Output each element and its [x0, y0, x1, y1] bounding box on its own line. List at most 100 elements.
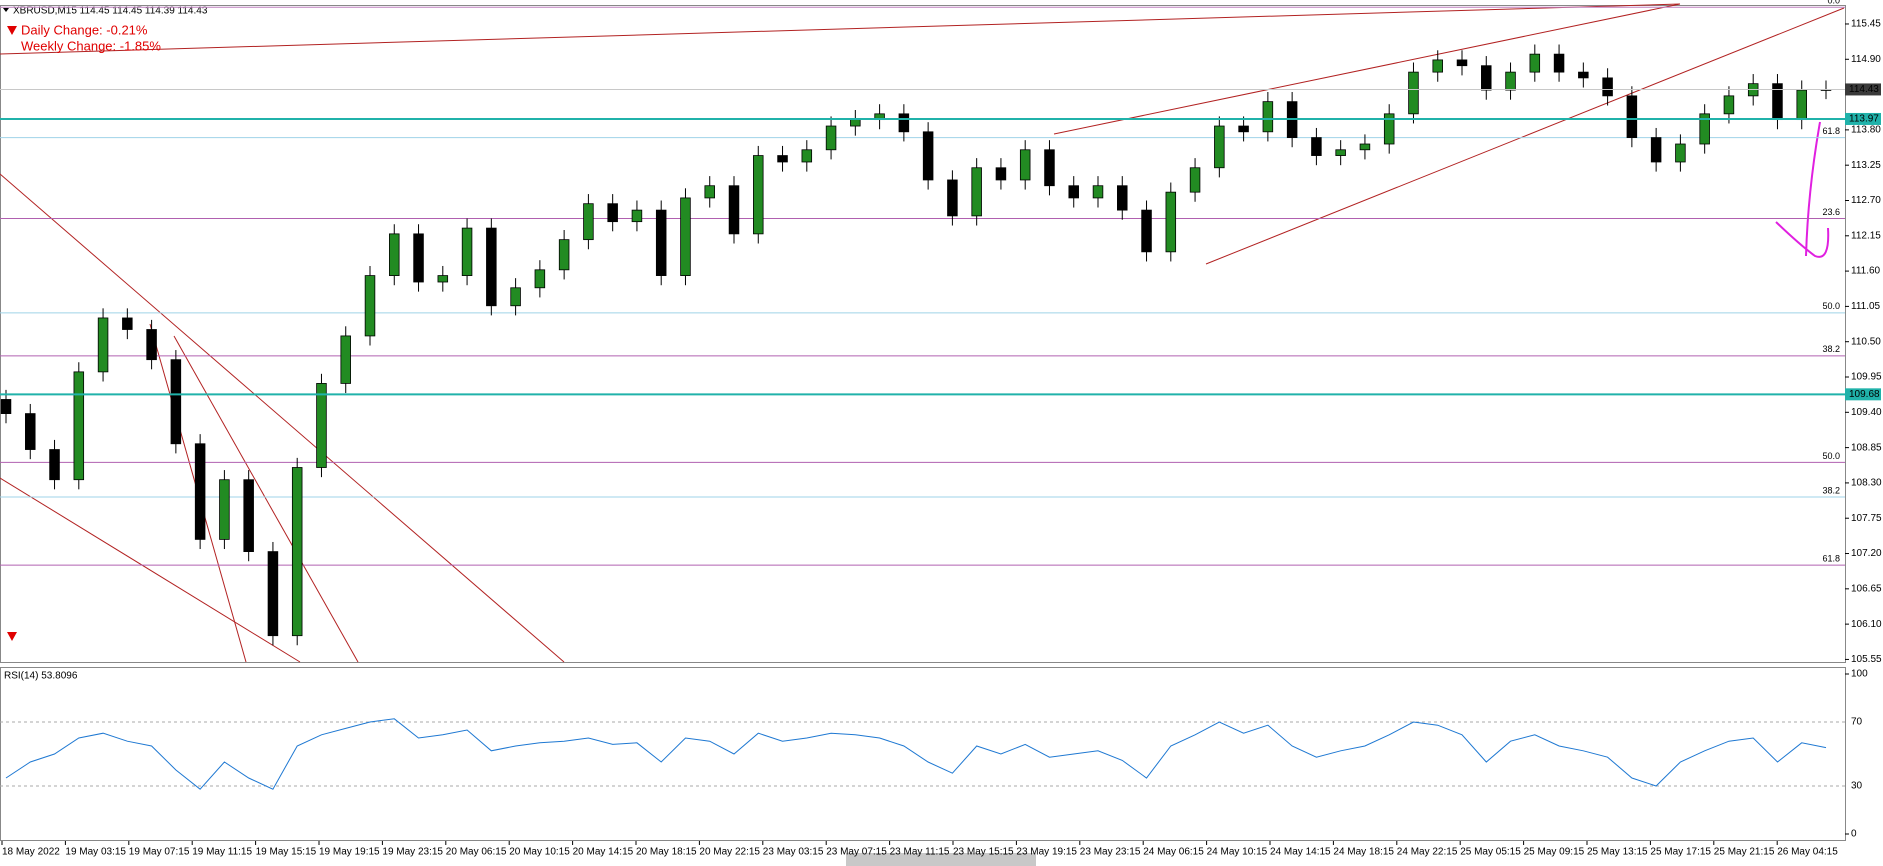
y-tick-label: 108.30	[1851, 478, 1882, 489]
candle-body	[1553, 53, 1565, 73]
y-tick-label: 113.25	[1851, 160, 1881, 171]
candle-body	[1650, 137, 1662, 163]
rsi-line	[5, 718, 1827, 790]
fib-label: 61.8	[1822, 553, 1840, 563]
x-tick-label: 25 May 21:15	[1714, 847, 1775, 858]
y-tick-label: 108.85	[1851, 442, 1882, 453]
scrollbar-thumb[interactable]	[846, 853, 1036, 866]
x-tick-label: 20 May 18:15	[636, 847, 697, 858]
candle-body	[194, 443, 206, 540]
fib-label: 0.0	[1827, 0, 1840, 6]
x-tick-label: 19 May 23:15	[382, 847, 443, 858]
candle-body	[0, 399, 12, 414]
x-tick-label: 24 May 22:15	[1397, 847, 1458, 858]
candle-body	[1262, 101, 1274, 133]
fib-label: 61.8	[1822, 126, 1840, 136]
y-tick-label: 100	[1851, 669, 1868, 680]
candle-body	[850, 119, 861, 127]
trendline	[0, 173, 565, 663]
x-tick-label: 24 May 14:15	[1270, 847, 1331, 858]
candle-body	[1796, 89, 1807, 121]
y-tick-label: 109.40	[1851, 407, 1882, 418]
candle-body	[1189, 167, 1201, 193]
candle-body	[73, 371, 85, 481]
price-label: 109.68	[1849, 389, 1880, 400]
candle-body	[510, 287, 521, 307]
candle-body	[704, 185, 715, 199]
candle-body	[1505, 71, 1516, 91]
candle-body	[1068, 185, 1079, 199]
x-tick-label: 23 May 03:15	[763, 847, 824, 858]
x-tick-label: 20 May 14:15	[573, 847, 634, 858]
trendline	[1205, 7, 1845, 265]
x-tick-label: 19 May 07:15	[129, 847, 190, 858]
candle-body	[1019, 149, 1031, 181]
candle-body	[1529, 53, 1541, 73]
fib-label: 38.2	[1822, 485, 1840, 495]
x-tick-label: 25 May 13:15	[1587, 847, 1648, 858]
y-tick-label: 109.95	[1851, 372, 1882, 383]
y-tick-label: 30	[1851, 781, 1863, 792]
menu-arrow	[3, 8, 9, 12]
x-tick-label: 23 May 07:15	[826, 847, 887, 858]
candle-body	[1578, 71, 1589, 79]
candle-body	[1311, 137, 1322, 156]
x-tick-label: 23 May 11:15	[890, 847, 950, 858]
candle-body	[995, 167, 1007, 181]
candle-body	[316, 383, 327, 468]
trendlines	[0, 3, 1845, 663]
x-tick-label: 19 May 15:15	[256, 847, 317, 858]
candle-body	[122, 317, 133, 330]
candle-body	[631, 209, 643, 223]
x-tick-label: 18 May 2022	[2, 847, 60, 858]
x-tick-label: 20 May 06:15	[446, 847, 507, 858]
arrow-stroke	[1775, 221, 1830, 258]
candle-body	[1432, 59, 1443, 73]
x-tick-label: 19 May 03:15	[65, 847, 126, 858]
y-tick-label: 114.90	[1851, 54, 1881, 65]
x-tick-label: 26 May 04:15	[1777, 847, 1838, 858]
candle-body	[558, 239, 570, 271]
y-tick-label: 70	[1851, 717, 1863, 728]
y-tick-label: 107.75	[1851, 513, 1882, 524]
trendline	[0, 477, 301, 663]
candle-body	[1675, 143, 1686, 163]
x-tick-label: 19 May 19:15	[319, 847, 380, 858]
candle-body	[607, 203, 618, 223]
candle-body	[1044, 149, 1055, 187]
price-label-bg	[1845, 112, 1881, 125]
candle-body	[898, 113, 910, 133]
symbol-line: XBRUSD,M15 114.45 114.45 114.39 114.43	[13, 6, 208, 17]
candle-body	[1699, 113, 1710, 145]
candle-body	[1117, 185, 1128, 211]
x-tick-label: 20 May 22:15	[699, 847, 760, 858]
candle-body	[1335, 149, 1346, 156]
price-label: 114.43	[1849, 84, 1879, 95]
candle-body	[267, 551, 279, 637]
fib-label: 50.0	[1822, 451, 1840, 461]
y-tick-label: 106.65	[1851, 583, 1882, 594]
x-tick-label: 23 May 19:15	[1016, 847, 1077, 858]
candle-body	[753, 155, 764, 235]
candle-body	[1408, 71, 1419, 115]
candle-body	[1092, 185, 1104, 199]
arrow-stroke	[1805, 121, 1821, 257]
trendline	[1053, 3, 1681, 135]
candle-body	[947, 179, 958, 217]
daily-change: Daily Change: -0.21%	[21, 22, 148, 37]
candle-body	[728, 185, 740, 235]
candle-body	[170, 359, 182, 445]
candle-body	[97, 317, 109, 373]
candle-body	[777, 155, 788, 163]
candle-body	[680, 197, 691, 276]
candle-body	[1238, 125, 1249, 133]
y-tick-label: 112.70	[1851, 195, 1881, 206]
x-tick-label: 24 May 10:15	[1207, 847, 1268, 858]
x-tick-label: 25 May 05:15	[1460, 847, 1521, 858]
candle-body	[534, 269, 546, 289]
fib-label: 38.2	[1822, 344, 1840, 354]
candle-body	[413, 233, 424, 283]
